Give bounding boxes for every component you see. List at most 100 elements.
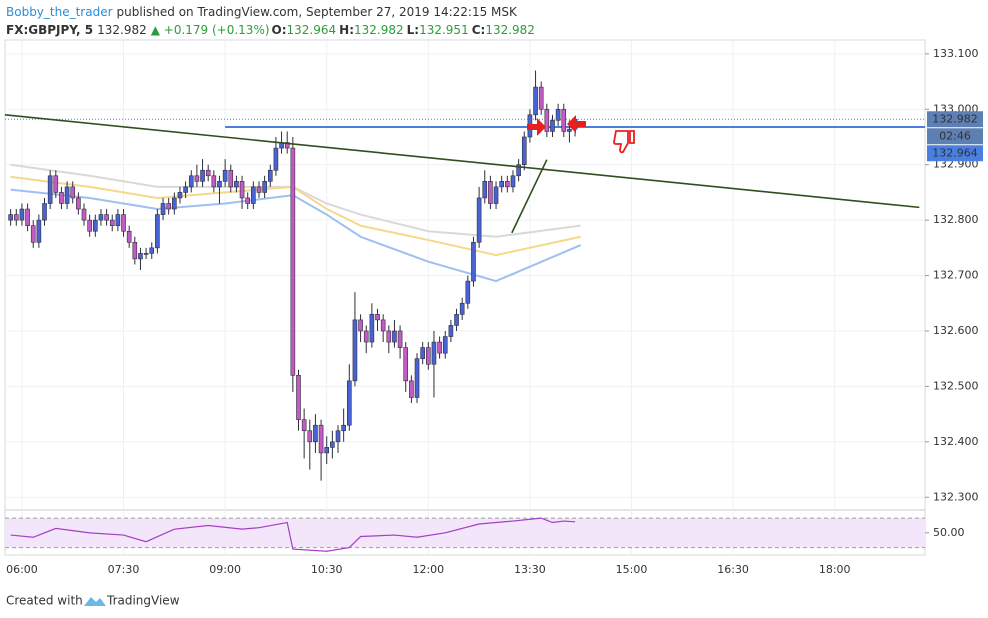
- candle-body: [177, 192, 183, 199]
- candle-body: [375, 314, 380, 321]
- x-tick-label: 15:00: [616, 563, 648, 576]
- candle-body: [115, 214, 121, 226]
- candle-body: [318, 424, 324, 454]
- candle-body: [228, 169, 234, 188]
- candle-body: [544, 108, 550, 132]
- candle-body: [30, 225, 36, 243]
- candle-body: [538, 86, 544, 110]
- candle-body: [482, 181, 488, 199]
- candle-body: [499, 181, 504, 188]
- candle-body: [493, 186, 499, 204]
- candle-body: [132, 241, 138, 260]
- h-key: H:: [339, 23, 354, 37]
- candle-body: [149, 247, 155, 254]
- x-tick-label: 13:30: [514, 563, 546, 576]
- candle-body: [454, 314, 459, 326]
- arrow-left: [567, 115, 586, 133]
- candle-body: [211, 175, 217, 188]
- candle-body: [516, 164, 521, 177]
- candle-body: [98, 214, 104, 221]
- candle-body: [205, 169, 211, 177]
- candle-body: [341, 424, 346, 432]
- candle-body: [567, 128, 572, 132]
- candle-body: [239, 181, 245, 199]
- candle-body: [561, 108, 567, 132]
- candle-body: [188, 175, 194, 188]
- candle-body: [47, 175, 53, 204]
- trendline: [4, 114, 920, 209]
- candle-body: [431, 341, 437, 365]
- candle-body: [476, 197, 482, 243]
- c-val: 132.982: [485, 23, 535, 37]
- candle-body: [426, 347, 431, 365]
- x-tick-label: 06:00: [6, 563, 38, 576]
- candle-body: [555, 108, 561, 121]
- x-tick-label: 18:00: [819, 563, 851, 576]
- candle-body: [42, 203, 47, 221]
- arrow-right: [527, 118, 546, 136]
- candle-body: [403, 347, 409, 382]
- candle-body: [183, 186, 188, 193]
- candle-body: [138, 253, 143, 260]
- plot-frame: [4, 39, 926, 556]
- c-key: C:: [472, 23, 486, 37]
- y-tick-label: 132.500: [933, 379, 979, 392]
- candle-body: [324, 447, 330, 454]
- candle-body: [313, 424, 318, 443]
- candle-body: [53, 175, 59, 193]
- candle-body: [64, 186, 70, 204]
- candle-body: [521, 136, 527, 166]
- candle-body: [296, 375, 301, 420]
- y-tick-label: 132.300: [933, 490, 979, 503]
- candle-body: [70, 186, 76, 199]
- moving-average: [10, 175, 581, 257]
- y-tick-label: 132.400: [933, 435, 979, 448]
- candle-body: [262, 181, 267, 193]
- footer-brand[interactable]: TradingView: [106, 594, 180, 608]
- candle-body: [81, 208, 87, 221]
- candle-body: [301, 419, 307, 432]
- last-price-label: 132.982: [932, 112, 978, 125]
- candle-body: [25, 208, 30, 226]
- candle-body: [245, 197, 250, 204]
- candle-body: [437, 341, 442, 354]
- candle-body: [126, 230, 132, 243]
- candle-body: [93, 219, 98, 232]
- thumbs-down: [613, 130, 635, 154]
- candle-body: [505, 181, 510, 188]
- h-val: 132.982: [354, 23, 404, 37]
- candle-body: [143, 253, 149, 255]
- o-val: 132.964: [287, 23, 337, 37]
- candle-body: [386, 330, 392, 343]
- candle-body: [59, 192, 64, 204]
- candle-body: [307, 430, 313, 443]
- candle-body: [330, 441, 335, 448]
- candle-body: [155, 214, 160, 249]
- candle-body: [363, 330, 369, 343]
- candle-body: [104, 214, 109, 221]
- x-tick-label: 10:30: [311, 563, 343, 576]
- candle-body: [8, 214, 13, 221]
- candle-body: [471, 241, 476, 282]
- candle-body: [465, 280, 471, 304]
- candle-body: [448, 325, 454, 337]
- last-price-label-box: [927, 111, 983, 128]
- candle-body: [352, 319, 358, 382]
- candle-body: [414, 358, 420, 398]
- rsi-line: [10, 517, 576, 552]
- x-tick-label: 09:00: [209, 563, 241, 576]
- rsi-tick-label: 50.00: [933, 526, 965, 539]
- countdown-label-box: [927, 128, 983, 145]
- candle-body: [234, 181, 239, 188]
- user[interactable]: Bobby_the_trader: [6, 5, 113, 19]
- candle-body: [251, 186, 256, 204]
- candle-body: [442, 336, 448, 354]
- candle-body: [409, 380, 414, 398]
- published: published on TradingView.com, September …: [117, 5, 518, 19]
- header-line-1: Bobby_the_trader published on TradingView…: [6, 5, 518, 19]
- candle-body: [550, 120, 555, 132]
- y-tick-label: 132.600: [933, 324, 979, 337]
- o-key: O:: [272, 23, 287, 37]
- line-price-label-box: [927, 145, 983, 162]
- candle-body: [488, 181, 493, 204]
